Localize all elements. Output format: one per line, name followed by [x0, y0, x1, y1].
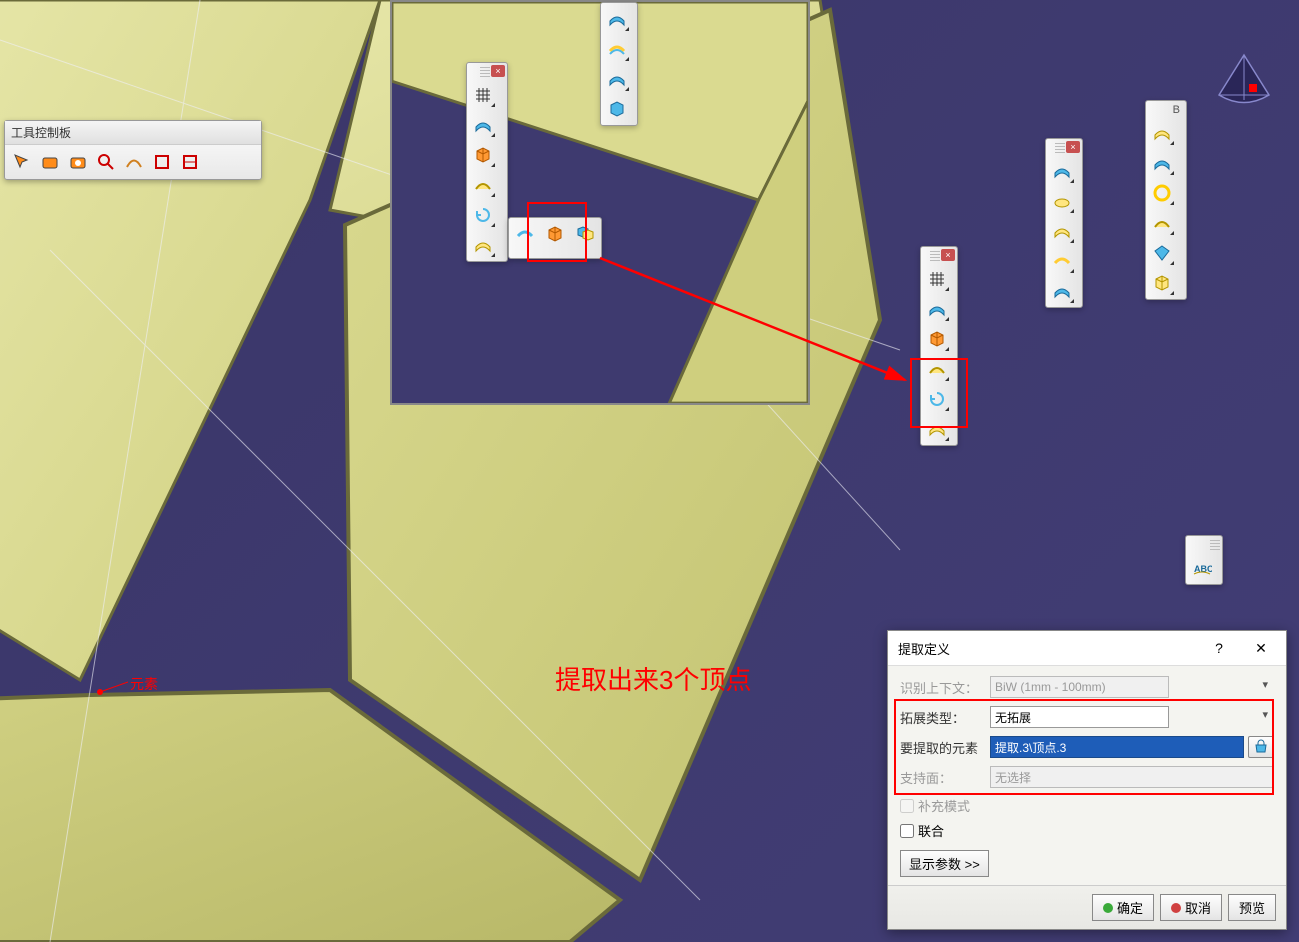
inset-flyout[interactable]: [508, 217, 602, 259]
cube-icon[interactable]: [1148, 269, 1176, 297]
extract-dialog: 提取定义 ? ✕ 识别上下文： 拓展类型： 要提取的元素 支持面： 补充模式 联…: [887, 630, 1287, 930]
sweep-icon[interactable]: [923, 355, 951, 383]
rotate-icon[interactable]: [923, 385, 951, 413]
shape3-icon[interactable]: [1148, 209, 1176, 237]
element-input[interactable]: [990, 736, 1244, 758]
compass-icon[interactable]: [1204, 40, 1284, 120]
tool-zoom-icon[interactable]: [93, 149, 119, 175]
close-icon[interactable]: ×: [1066, 141, 1080, 153]
join-label: 联合: [918, 821, 944, 840]
toolbar-b[interactable]: B: [1145, 100, 1187, 300]
preview-button[interactable]: 预览: [1228, 894, 1276, 921]
show-params-button[interactable]: 显示参数 >>: [900, 850, 989, 877]
element-label-field: 要提取的元素: [900, 738, 990, 757]
toolbar-surfaces[interactable]: ×: [1045, 138, 1083, 308]
grid-icon[interactable]: [469, 81, 497, 109]
prism-icon[interactable]: [1148, 239, 1176, 267]
offset-icon[interactable]: [603, 35, 631, 63]
shape1-icon[interactable]: [1148, 119, 1176, 147]
fill-icon[interactable]: [923, 415, 951, 443]
tool-camera-icon[interactable]: [37, 149, 63, 175]
revolve-icon[interactable]: [1048, 187, 1076, 215]
context-label: 识别上下文：: [900, 678, 990, 697]
fill2-icon[interactable]: [603, 65, 631, 93]
inset-toolbar-main[interactable]: ×: [466, 62, 508, 262]
offset2-icon[interactable]: [1048, 247, 1076, 275]
zoom-inset: ×: [390, 0, 810, 405]
propagation-label: 拓展类型：: [900, 708, 990, 727]
fill-icon[interactable]: [469, 231, 497, 259]
flyout-surface-icon[interactable]: [511, 220, 539, 248]
tool-view-icon[interactable]: [65, 149, 91, 175]
close-icon[interactable]: ×: [941, 249, 955, 261]
sweep2-icon[interactable]: [603, 5, 631, 33]
sweep-icon[interactable]: [469, 171, 497, 199]
propagation-select[interactable]: [990, 706, 1169, 728]
flyout-multi-extract-icon[interactable]: [571, 220, 599, 248]
support-input[interactable]: [990, 766, 1274, 788]
tool-curve-icon[interactable]: [121, 149, 147, 175]
grid-icon[interactable]: [923, 265, 951, 293]
dialog-close-button[interactable]: ✕: [1240, 637, 1282, 659]
support-label: 支持面：: [900, 768, 990, 787]
join-checkbox[interactable]: [900, 824, 914, 838]
toolbar-text[interactable]: ABC: [1185, 535, 1223, 585]
tool-selector-icon[interactable]: [9, 149, 35, 175]
inset-toolbar-2[interactable]: [600, 2, 638, 126]
join-icon[interactable]: [1048, 277, 1076, 305]
extract-icon[interactable]: [923, 325, 951, 353]
context-select[interactable]: [990, 676, 1169, 698]
toolbar-b-label: B: [1148, 103, 1184, 117]
flyout-extract-solid-icon[interactable]: [541, 220, 569, 248]
dialog-title: 提取定义: [898, 639, 950, 658]
tool-control-panel[interactable]: 工具控制板: [4, 120, 262, 180]
shape2-icon[interactable]: [1148, 149, 1176, 177]
surface-tool-icon[interactable]: [469, 111, 497, 139]
annotation-text: 提取出来3个顶点: [555, 660, 751, 697]
box-icon[interactable]: [603, 95, 631, 123]
sweep3-icon[interactable]: [1048, 217, 1076, 245]
tool-ref-icon[interactable]: [177, 149, 203, 175]
element-bag-button[interactable]: [1248, 736, 1274, 758]
close-icon[interactable]: ×: [491, 65, 505, 77]
ok-button[interactable]: 确定: [1092, 894, 1154, 921]
extrude-icon[interactable]: [1048, 157, 1076, 185]
toolbar-operations[interactable]: ×: [920, 246, 958, 446]
rotate-icon[interactable]: [469, 201, 497, 229]
tool-box-icon[interactable]: [149, 149, 175, 175]
fill-label: 补充模式: [918, 796, 970, 815]
element-label: 元素: [130, 674, 158, 694]
surface-icon[interactable]: [923, 295, 951, 323]
circle-icon[interactable]: [1148, 179, 1176, 207]
extract-icon[interactable]: [469, 141, 497, 169]
panel-title: 工具控制板: [5, 121, 261, 145]
abc-icon[interactable]: ABC: [1188, 554, 1216, 582]
cancel-button[interactable]: 取消: [1160, 894, 1222, 921]
dialog-help-button[interactable]: ?: [1198, 637, 1240, 659]
fill-checkbox[interactable]: [900, 799, 914, 813]
